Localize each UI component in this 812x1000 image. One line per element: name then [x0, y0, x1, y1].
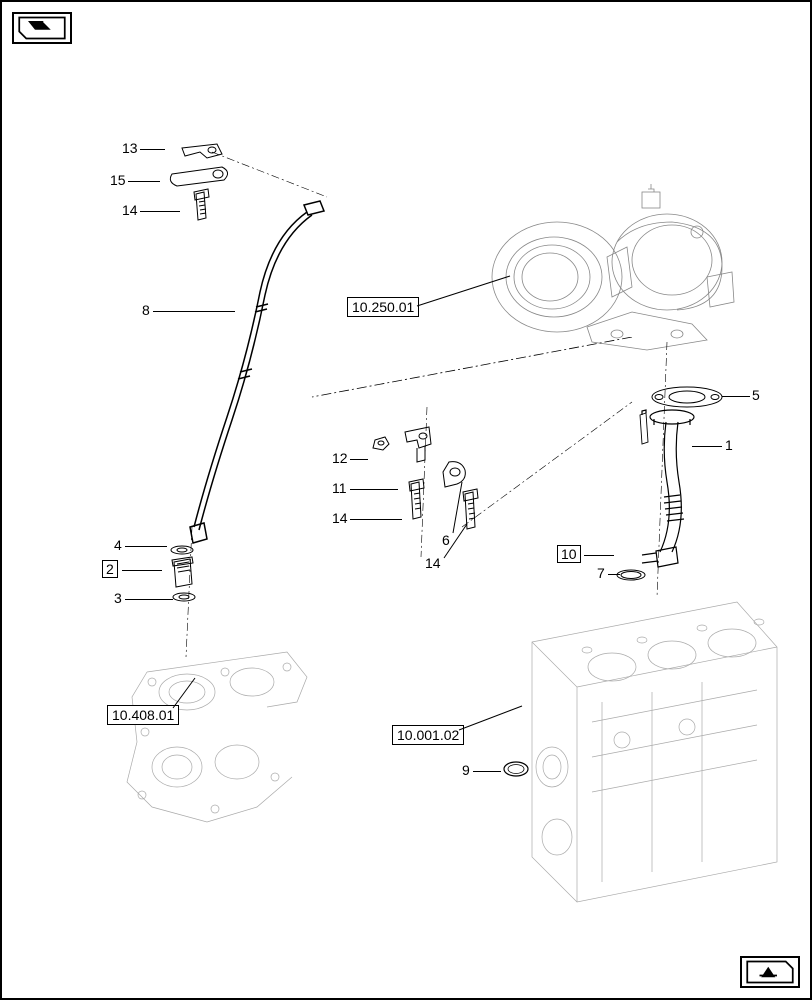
- leader-10: [584, 555, 614, 556]
- leader-14b: [350, 519, 402, 520]
- callout-1: 1: [725, 437, 733, 453]
- callout-11: 11: [332, 480, 347, 496]
- callout-9: 9: [462, 762, 470, 778]
- ref-10-250-01: 10.250.01: [347, 297, 419, 317]
- callout-10: 10: [557, 545, 581, 563]
- leader-8: [153, 311, 235, 312]
- exhaust-manifold-phantom: [97, 647, 327, 837]
- callout-3: 3: [114, 590, 122, 606]
- leader-12: [350, 459, 368, 460]
- ref-leader-manifold: [170, 675, 200, 710]
- leader-9: [473, 771, 501, 772]
- ref-10-408-01: 10.408.01: [107, 705, 179, 725]
- callout-2: 2: [102, 560, 118, 578]
- leader-5: [722, 396, 750, 397]
- callout-12: 12: [332, 450, 348, 466]
- leader-2: [122, 570, 162, 571]
- page-icon-bottom-right: [740, 956, 800, 988]
- callout-8: 8: [142, 302, 150, 318]
- clip-leader-to-pipe: [457, 397, 637, 537]
- callout-7: 7: [597, 565, 605, 581]
- leader-15: [128, 181, 160, 182]
- callout-4: 4: [114, 537, 122, 553]
- bracket-leader-top: [202, 142, 402, 232]
- callout-13: 13: [122, 140, 138, 156]
- plug-9: [502, 760, 530, 778]
- leader-7: [608, 574, 620, 575]
- oil-supply-pipe-8: [152, 197, 342, 557]
- ref-10-001-02: 10.001.02: [392, 725, 464, 745]
- explode-axis-center: [407, 407, 447, 562]
- ref-leader-block: [457, 702, 527, 732]
- callout-14b: 14: [332, 510, 348, 526]
- leader-11: [350, 489, 398, 490]
- callout-14a: 14: [122, 202, 138, 218]
- explode-axis-right: [642, 342, 692, 602]
- leader-4: [125, 546, 167, 547]
- page-icon-top-left: [12, 12, 72, 44]
- leader-14a: [140, 211, 180, 212]
- ref-leader-turbo: [415, 272, 515, 312]
- callout-5: 5: [752, 387, 760, 403]
- callout-14c: 14: [425, 555, 441, 571]
- leader-3: [125, 599, 173, 600]
- engine-block-phantom: [477, 592, 787, 912]
- leader-1: [692, 446, 722, 447]
- leader-13: [140, 149, 165, 150]
- explode-axis-left: [172, 527, 212, 662]
- callout-15: 15: [110, 172, 126, 188]
